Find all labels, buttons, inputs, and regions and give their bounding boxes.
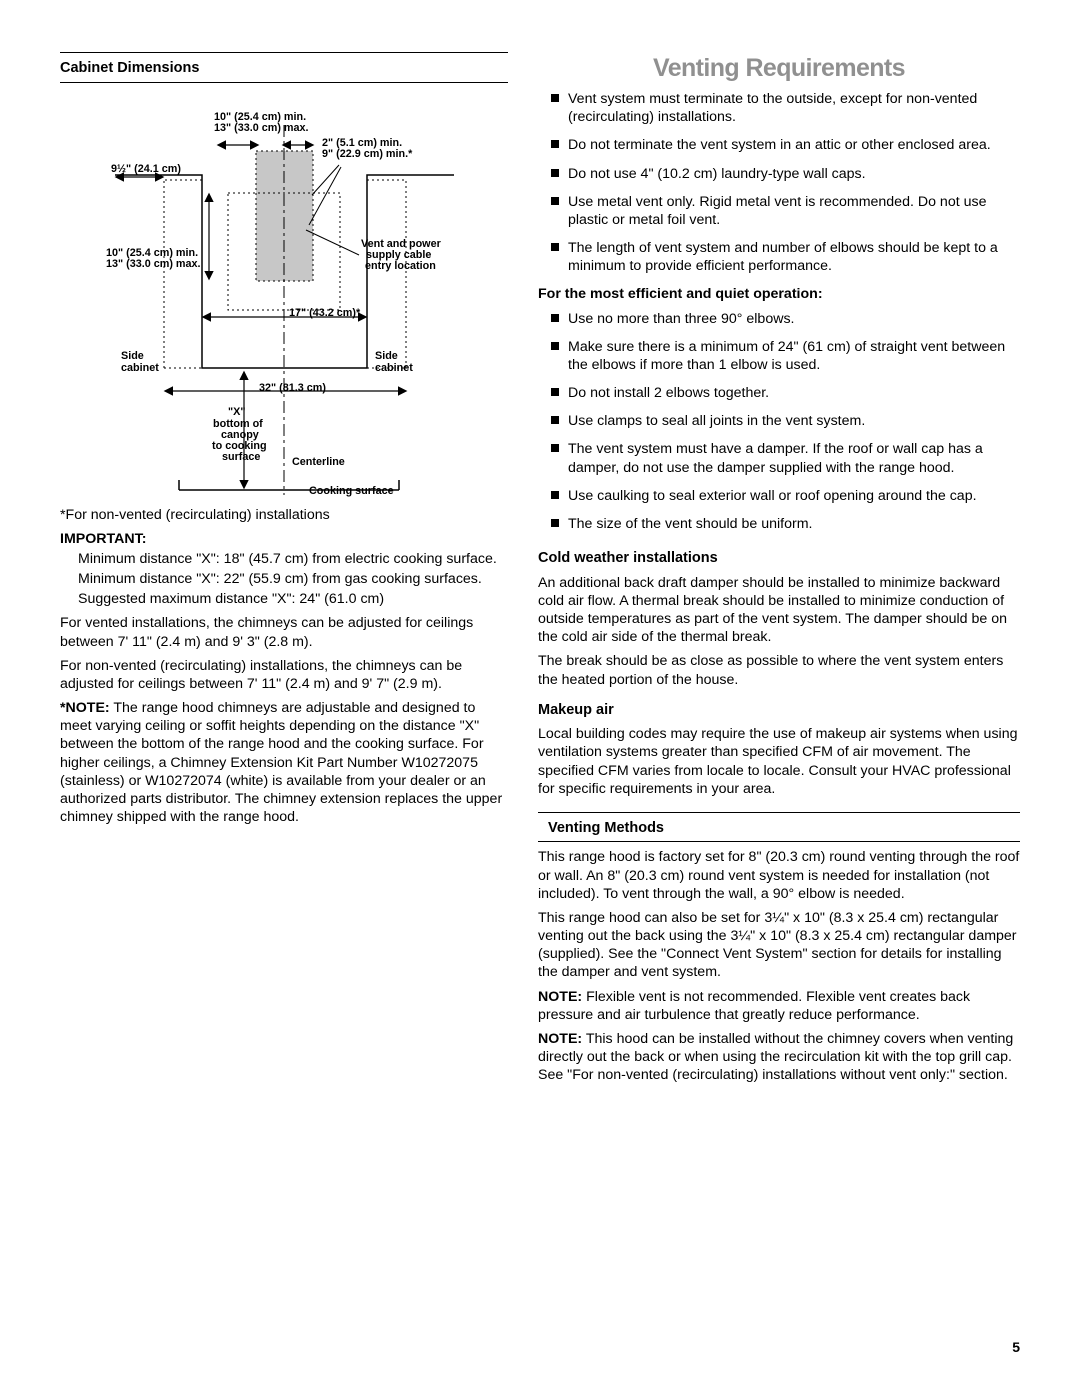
bullet: The vent system must have a damper. If t… [538,440,1020,476]
bullet: Do not install 2 elbows together. [538,384,1020,402]
dim-label: "X" [228,406,245,418]
dim-label: 17" (43.2 cm)* [289,307,360,319]
rule [538,841,1020,842]
important-item: Minimum distance "X": 22" (55.9 cm) from… [78,570,508,588]
dim-label: Side [121,350,144,362]
bullet: Use metal vent only. Rigid metal vent is… [538,193,1020,229]
important-item: Minimum distance "X": 18" (45.7 cm) from… [78,550,508,568]
important-label: IMPORTANT: [60,530,508,548]
cabinet-dim-heading: Cabinet Dimensions [60,59,508,78]
vented-p: For vented installations, the chimneys c… [60,614,508,650]
methods-note1: NOTE: Flexible vent is not recommended. … [538,988,1020,1024]
methods-p1: This range hood is factory set for 8" (2… [538,848,1020,903]
bullets2: Use no more than three 90° elbows. Make … [538,310,1020,534]
dim-label: 13" (33.0 cm) max. [214,122,309,134]
bullet: Vent system must terminate to the outsid… [538,90,1020,126]
left-column: Cabinet Dimensions [60,52,508,1309]
bullets1: Vent system must terminate to the outsid… [538,90,1020,275]
bullet: Use caulking to seal exterior wall or ro… [538,487,1020,505]
dim-label: 13" (33.0 cm) max. [106,258,201,270]
dim-label: surface [222,451,260,463]
dim-label: 32" (81.3 cm) [259,382,326,394]
bullet: The length of vent system and number of … [538,239,1020,275]
footnote-star: *For non-vented (recirculating) installa… [60,506,508,524]
note-label: NOTE: [538,989,582,1005]
note-body: Flexible vent is not recommended. Flexib… [538,989,970,1023]
methods-p2: This range hood can also be set for 3¼" … [538,909,1020,982]
right-column: Venting Requirements Vent system must te… [538,52,1020,1309]
rule [60,82,508,83]
dim-label: 9" (22.9 cm) min.* [322,148,412,160]
bullet: Do not terminate the vent system in an a… [538,136,1020,154]
efficient-heading: For the most efficient and quiet operati… [538,285,1020,303]
bullet: Do not use 4" (10.2 cm) laundry-type wal… [538,165,1020,183]
bullet: Use clamps to seal all joints in the ven… [538,412,1020,430]
main-title: Venting Requirements [538,52,1020,84]
bullet: Use no more than three 90° elbows. [538,310,1020,328]
methods-heading: Venting Methods [548,819,1020,838]
note-label: NOTE: [538,1031,582,1047]
cabinet-diagram: 10" (25.4 cm) min. 13" (33.0 cm) max. 2"… [109,95,459,500]
note-body: This hood can be installed without the c… [538,1031,1013,1083]
note-label: *NOTE: [60,700,110,716]
methods-note2: NOTE: This hood can be installed without… [538,1030,1020,1085]
dim-label: entry location [365,260,436,272]
cold-p1: An additional back draft damper should b… [538,574,1020,647]
cold-heading: Cold weather installations [538,549,1020,568]
nonvented-p: For non-vented (recirculating) installat… [60,657,508,693]
important-item: Suggested maximum distance "X": 24" (61.… [78,590,508,608]
makeup-p: Local building codes may require the use… [538,725,1020,798]
note-p: *NOTE: The range hood chimneys are adjus… [60,699,508,826]
dim-label: Centerline [292,456,345,468]
dim-label: cabinet [121,362,159,374]
bullet: The size of the vent should be uniform. [538,515,1020,533]
makeup-heading: Makeup air [538,701,1020,720]
dim-label: 9½" (24.1 cm) [111,163,181,175]
dim-label: Cooking surface [309,485,394,497]
dim-label: Side [375,350,398,362]
page-number: 5 [60,1339,1020,1357]
cold-p2: The break should be as close as possible… [538,652,1020,688]
note-body: The range hood chimneys are adjustable a… [60,700,502,825]
bullet: Make sure there is a minimum of 24" (61 … [538,338,1020,374]
dim-label: cabinet [375,362,413,374]
